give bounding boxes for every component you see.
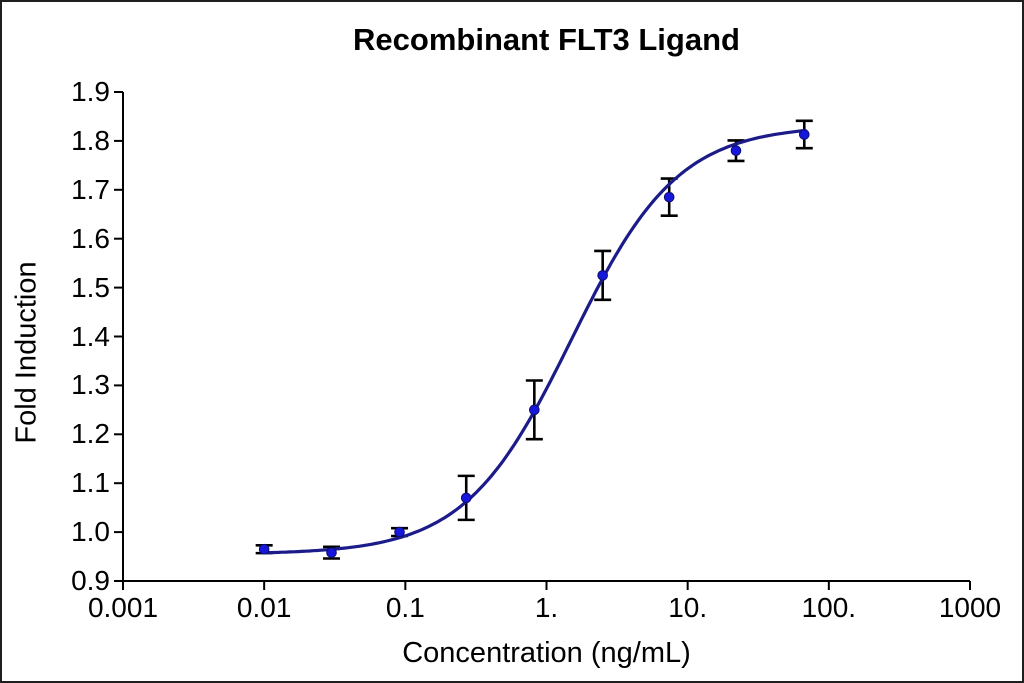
data-point (798, 129, 810, 140)
x-tick-label: 0.001 (87, 592, 159, 623)
y-tick-label: 1.2 (71, 418, 110, 450)
x-tick-label: 0.1 (385, 592, 425, 623)
y-tick-label: 1.4 (71, 320, 110, 352)
data-point (460, 492, 472, 504)
y-tick-label: 1.0 (71, 516, 110, 548)
y-tick-label: 0.9 (71, 565, 110, 596)
axis-lines (122, 92, 970, 582)
x-tick-label: 1000 (938, 592, 1002, 623)
y-tick-label: 1.1 (71, 467, 110, 499)
y-tick-label: 1.8 (71, 124, 110, 156)
data-point (730, 145, 742, 156)
chart-title: Recombinant FLT3 Ligand (353, 22, 740, 57)
x-axis-label: Concentration (ng/mL) (402, 637, 691, 669)
data-point (326, 547, 337, 558)
y-axis-label: Fold Induction (10, 261, 43, 444)
y-tick-label: 1.3 (71, 369, 110, 401)
data-point (529, 404, 540, 416)
y-tick-label: 1.5 (71, 271, 110, 303)
y-tick-label: 1.9 (71, 76, 110, 107)
data-point (597, 270, 608, 281)
data-point (663, 191, 675, 203)
x-tick-label: 10. (668, 592, 708, 623)
y-tick-label: 1.7 (71, 173, 110, 205)
fit-curve (261, 128, 807, 555)
x-tick-label: 1. (534, 592, 559, 623)
data-point (394, 526, 405, 538)
y-tick-label: 1.6 (71, 222, 110, 254)
x-tick-label: 0.01 (236, 592, 292, 623)
data-point (258, 543, 270, 555)
x-tick-label: 100. (801, 592, 857, 623)
